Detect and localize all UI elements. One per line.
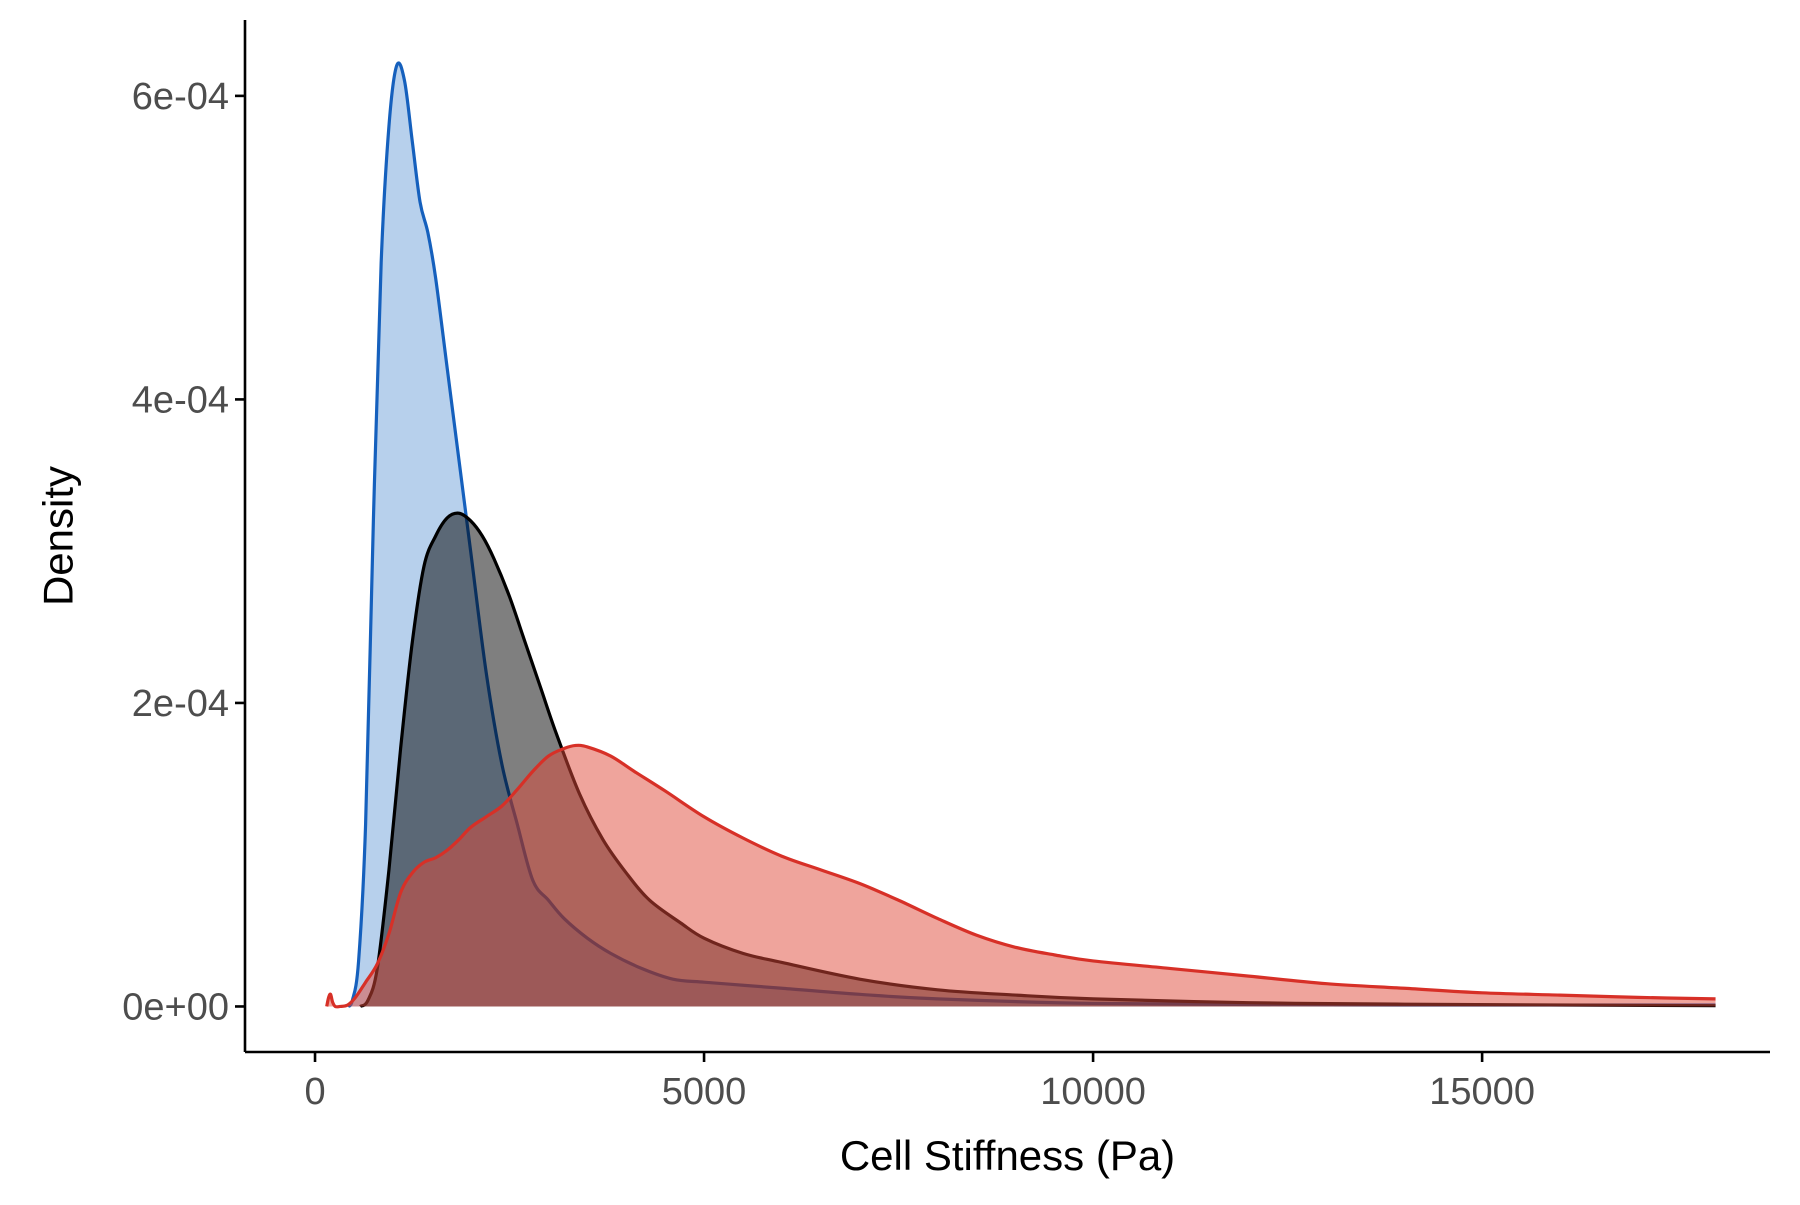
density-series-3 <box>325 743 1716 1009</box>
density-line-3 <box>325 743 1716 1009</box>
y-tick-label: 6e-04 <box>132 76 229 118</box>
plot-area <box>325 61 1716 1009</box>
axes <box>243 20 1770 1054</box>
y-tick-label: 0e+00 <box>122 986 229 1028</box>
density-area-3 <box>326 745 1716 1007</box>
x-tick-label: 10000 <box>1040 1071 1146 1113</box>
tick-marks: 0e+00 2e-04 4e-04 6e-04 0 5000 10000 15000 <box>122 76 1535 1113</box>
y-axis-title: Density <box>35 466 82 606</box>
y-tick-label: 2e-04 <box>132 683 229 725</box>
x-tick-label: 5000 <box>662 1071 747 1113</box>
x-tick-label: 15000 <box>1429 1071 1535 1113</box>
y-tick-label: 4e-04 <box>132 379 229 421</box>
x-axis-title: Cell Stiffness (Pa) <box>840 1132 1175 1179</box>
x-tick-label: 0 <box>304 1071 325 1113</box>
